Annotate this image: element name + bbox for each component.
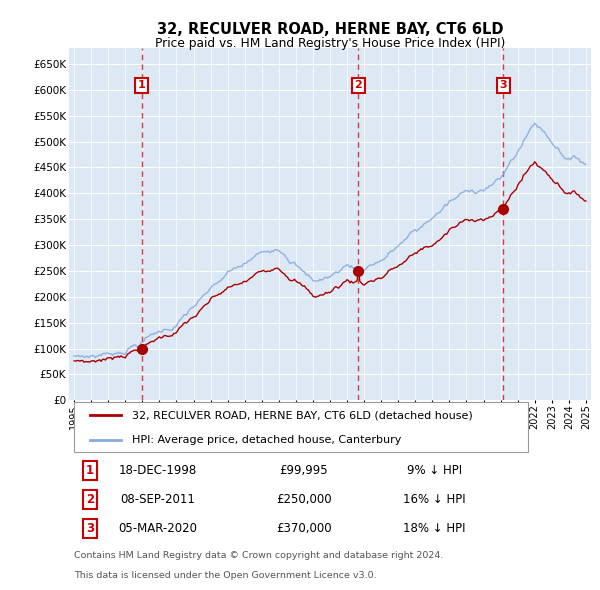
- Text: HPI: Average price, detached house, Canterbury: HPI: Average price, detached house, Cant…: [131, 435, 401, 445]
- Text: 08-SEP-2011: 08-SEP-2011: [121, 493, 195, 506]
- Text: 05-MAR-2020: 05-MAR-2020: [118, 522, 197, 535]
- Text: 1: 1: [86, 464, 94, 477]
- Text: 18-DEC-1998: 18-DEC-1998: [119, 464, 197, 477]
- Text: 16% ↓ HPI: 16% ↓ HPI: [403, 493, 466, 506]
- Text: This data is licensed under the Open Government Licence v3.0.: This data is licensed under the Open Gov…: [74, 571, 377, 579]
- Text: 2: 2: [355, 80, 362, 90]
- Text: 32, RECULVER ROAD, HERNE BAY, CT6 6LD: 32, RECULVER ROAD, HERNE BAY, CT6 6LD: [157, 22, 503, 37]
- Text: 2: 2: [86, 493, 94, 506]
- FancyBboxPatch shape: [74, 402, 529, 453]
- Text: Contains HM Land Registry data © Crown copyright and database right 2024.: Contains HM Land Registry data © Crown c…: [74, 551, 443, 560]
- Text: 3: 3: [500, 80, 507, 90]
- Text: £99,995: £99,995: [280, 464, 328, 477]
- Text: 3: 3: [86, 522, 94, 535]
- Text: £370,000: £370,000: [276, 522, 332, 535]
- Text: 32, RECULVER ROAD, HERNE BAY, CT6 6LD (detached house): 32, RECULVER ROAD, HERNE BAY, CT6 6LD (d…: [131, 411, 472, 421]
- Text: 9% ↓ HPI: 9% ↓ HPI: [407, 464, 462, 477]
- Text: Price paid vs. HM Land Registry's House Price Index (HPI): Price paid vs. HM Land Registry's House …: [155, 37, 505, 50]
- Text: 18% ↓ HPI: 18% ↓ HPI: [403, 522, 466, 535]
- Text: 1: 1: [138, 80, 146, 90]
- Text: £250,000: £250,000: [276, 493, 332, 506]
